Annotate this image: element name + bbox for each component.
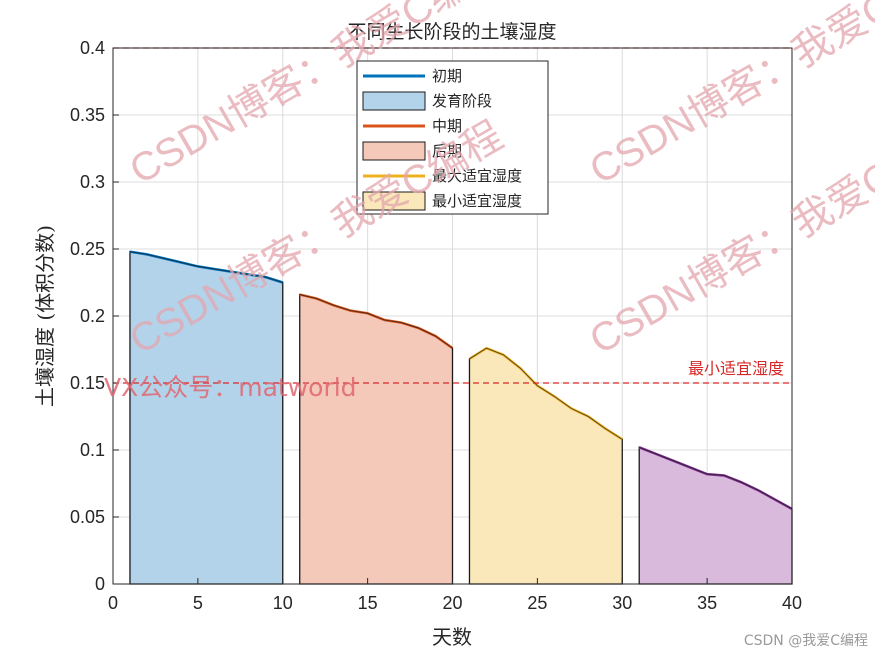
y-axis-label: 土壤湿度 (体积分数): [33, 225, 57, 407]
series-edge-1: [299, 294, 453, 349]
y-tick-label-1: 0.05: [70, 507, 105, 527]
x-tick-label-1: 5: [193, 593, 203, 613]
area-series: [129, 250, 793, 585]
chart-title: 不同生长阶段的土壤湿度: [347, 21, 556, 43]
x-tick-label-3: 15: [358, 593, 378, 613]
y-tick-label-4: 0.2: [80, 306, 105, 326]
legend-swatch-5: [362, 191, 426, 211]
legend-box: [356, 60, 549, 215]
legend-label-1: 发育阶段: [432, 92, 492, 110]
y-tick-label-3: 0.15: [70, 373, 105, 393]
x-tick-label-0: 0: [108, 593, 118, 613]
x-tick-label-2: 10: [273, 593, 293, 613]
x-tick-label-6: 30: [612, 593, 632, 613]
legend-swatch-1: [362, 91, 426, 111]
reference-label-1: 最小适宜湿度: [688, 359, 784, 378]
axis-ticks: 0 5 10 15 20 25 30 35 40 0 0.05 0.1 0.15 0.2 0.25 0.3 0.…: [70, 38, 802, 613]
legend-label-4: 最大适宜湿度: [432, 167, 522, 185]
watermark-credit: CSDN @我爱C编程: [744, 633, 868, 649]
x-tick-label-7: 35: [697, 593, 717, 613]
legend-label-3: 后期: [432, 142, 462, 160]
y-tick-label-6: 0.3: [80, 172, 105, 192]
series-edge-3: [639, 446, 793, 510]
area-series-1: [299, 293, 454, 585]
legend-label-5: 最小适宜湿度: [432, 192, 522, 210]
x-tick-label-8: 40: [782, 593, 802, 613]
series-edge-2: [469, 347, 623, 440]
legend-label-0: 初期: [432, 67, 462, 85]
x-axis-label: 天数: [432, 625, 472, 649]
y-tick-label-2: 0.1: [80, 440, 105, 460]
y-tick-label-5: 0.25: [70, 239, 105, 259]
x-tick-label-5: 25: [527, 593, 547, 613]
watermark-vx: VX公众号：matworld: [104, 373, 357, 402]
legend-label-2: 中期: [432, 117, 462, 135]
y-tick-label-7: 0.35: [70, 105, 105, 125]
legend-swatch-3: [362, 141, 426, 161]
y-tick-label-0: 0: [95, 574, 105, 594]
x-tick-label-4: 20: [442, 593, 462, 613]
y-tick-label-8: 0.4: [80, 38, 105, 58]
series-edge-0: [129, 251, 283, 283]
